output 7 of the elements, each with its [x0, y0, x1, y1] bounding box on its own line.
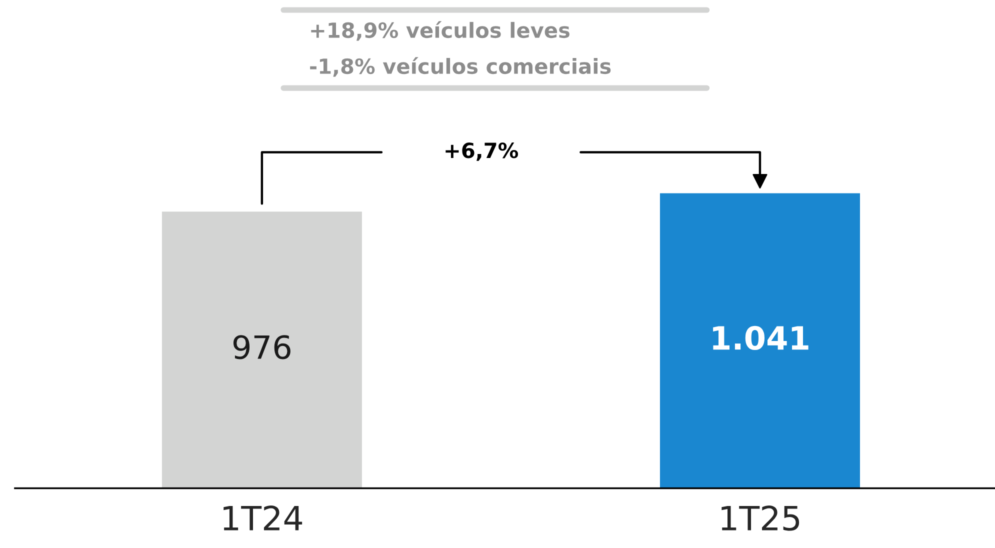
text: +6,7% — [446, 142, 518, 161]
x-tick-label: 1T25 — [722, 506, 800, 531]
data-label: 1.041 — [713, 326, 808, 350]
data-label: 976 — [233, 335, 290, 360]
text: -1,8% veículos comerciais — [310, 57, 611, 77]
text: +18,9% veículos leves — [311, 21, 570, 41]
x-tick-label: 1T24 — [224, 506, 302, 530]
